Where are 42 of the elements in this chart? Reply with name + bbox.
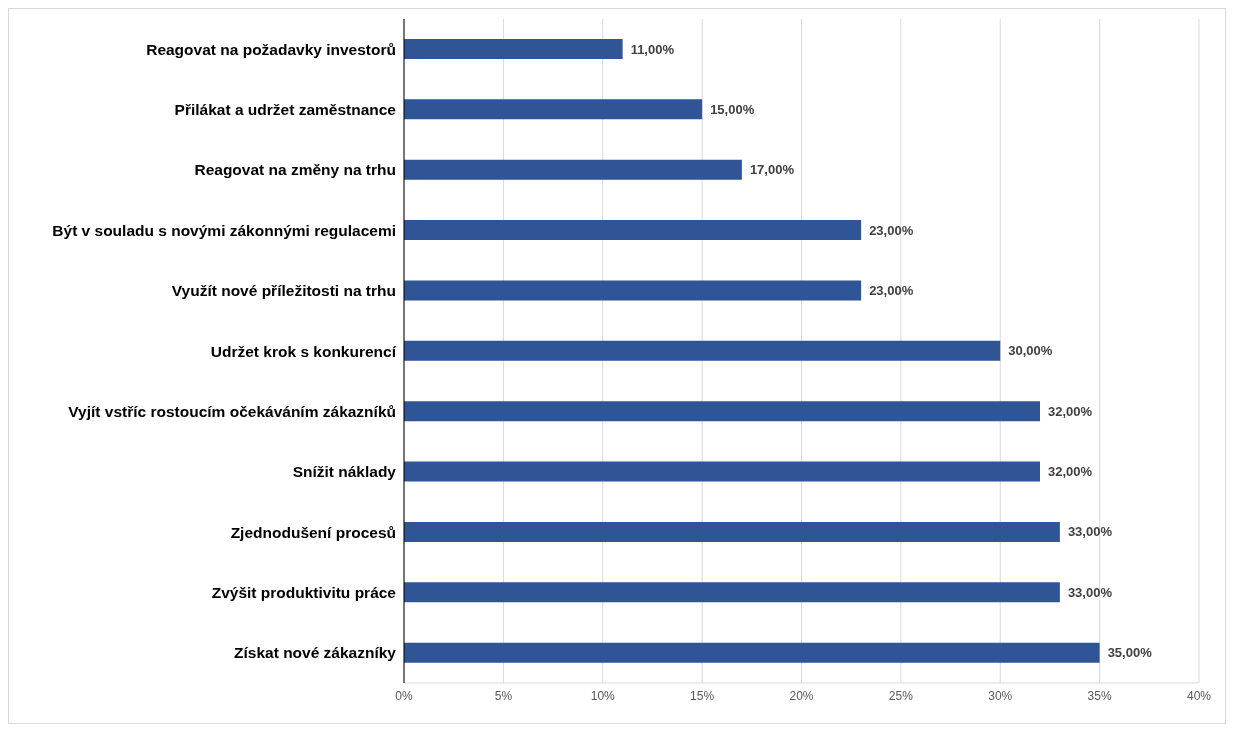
- data-label: 11,00%: [630, 41, 675, 57]
- bar: [404, 220, 862, 241]
- y-tick-label: Přilákat a udržet zaměstnance: [174, 101, 397, 119]
- x-tick-label: 35%: [1087, 688, 1112, 703]
- bar: [404, 159, 742, 180]
- bar: [404, 280, 862, 301]
- y-tick-label: Využít nové příležitosti na trhu: [171, 282, 396, 300]
- x-tick-label: 0%: [395, 688, 413, 703]
- y-tick-label: Být v souladu s novými zákonnými regulacemi: [52, 221, 396, 239]
- y-tick-label: Zjednodušení procesů: [230, 523, 396, 541]
- data-label: 33,00%: [1067, 524, 1113, 540]
- data-label: 23,00%: [869, 222, 914, 238]
- y-tick-label: Reagovat na změny na trhu: [194, 161, 396, 179]
- y-tick-label: Zvýšit produktivitu práce: [211, 583, 397, 601]
- x-tick-label: 5%: [494, 688, 513, 703]
- data-label: 35,00%: [1107, 645, 1153, 661]
- x-tick-label: 10%: [590, 688, 616, 703]
- bar: [404, 521, 1060, 542]
- x-tick-label: 40%: [1186, 688, 1212, 703]
- data-label: 30,00%: [1008, 343, 1053, 359]
- bar: [404, 340, 1001, 361]
- x-tick-label: 25%: [888, 688, 914, 703]
- x-tick-label: 20%: [789, 688, 814, 703]
- bar: [404, 39, 623, 59]
- bar: [404, 642, 1100, 663]
- x-tick-label: 30%: [988, 688, 1013, 703]
- y-tick-label: Vyjít vstříc rostoucím očekáváním zákazníků: [68, 402, 396, 420]
- data-label: 23,00%: [869, 282, 914, 298]
- y-tick-label: Snížit náklady: [292, 463, 397, 481]
- bar: [404, 582, 1060, 603]
- y-tick-label: Udržet krok s konkurencí: [210, 342, 397, 360]
- data-label: 17,00%: [749, 162, 795, 178]
- x-tick-label: 15%: [690, 688, 715, 703]
- data-label: 32,00%: [1048, 403, 1093, 419]
- bar: [404, 461, 1040, 482]
- data-label: 15,00%: [710, 101, 755, 117]
- bar: [404, 99, 703, 120]
- data-label: 33,00%: [1067, 584, 1113, 600]
- y-tick-label: Získat nové zákazníky: [234, 644, 397, 662]
- bar: [404, 401, 1040, 422]
- data-label: 32,00%: [1048, 464, 1093, 480]
- y-tick-label: Reagovat na požadavky investorů: [146, 40, 396, 58]
